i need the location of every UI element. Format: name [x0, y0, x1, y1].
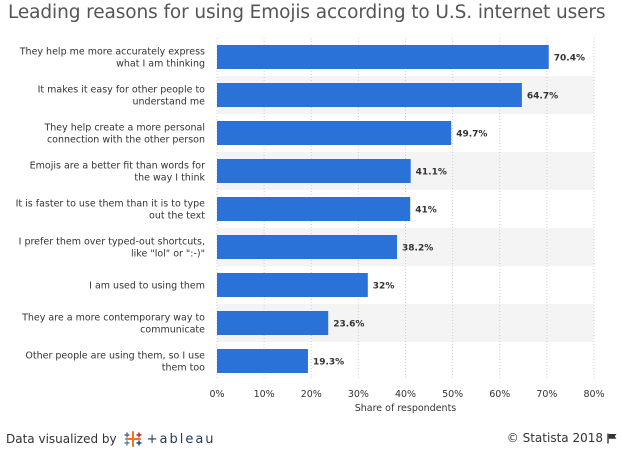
flag-icon — [607, 433, 617, 443]
category-label: I prefer them over typed-out shortcuts, l… — [19, 237, 205, 260]
category-label: It is faster to use them than it is to t… — [16, 199, 206, 222]
bar-value-label: 19.3% — [313, 358, 344, 368]
x-tick-label: 10% — [254, 389, 275, 400]
bar[interactable] — [217, 311, 329, 335]
x-tick-label: 70% — [536, 389, 557, 400]
bar[interactable] — [217, 83, 522, 107]
bar-value-label: 38.2% — [402, 244, 433, 254]
bar[interactable] — [217, 45, 549, 69]
x-axis-title: Share of respondents — [355, 403, 457, 414]
bar-value-label: 32% — [373, 282, 395, 292]
bar-value-label: 41.1% — [416, 168, 447, 178]
tableau-logo-icon — [123, 431, 142, 447]
footer-credit: Data visualized by +ableau — [6, 430, 216, 448]
bar[interactable] — [217, 121, 452, 145]
x-tick-label: 0% — [209, 389, 224, 400]
x-tick-label: 20% — [301, 389, 322, 400]
bar[interactable] — [217, 235, 398, 259]
category-label: They help create a more personal connecti… — [43, 123, 205, 146]
category-label: They are a more contemporary way to commu… — [21, 313, 205, 336]
bar[interactable] — [217, 349, 308, 373]
bar[interactable] — [217, 197, 411, 221]
category-label: They help me more accurately express what… — [19, 47, 205, 70]
footer-credit-text: Data visualized by — [6, 432, 117, 446]
x-tick-label: 30% — [348, 389, 369, 400]
bar[interactable] — [217, 159, 411, 183]
category-label: Emojis are a better fit than words for th… — [30, 161, 206, 184]
bar-value-label: 41% — [415, 206, 437, 216]
copyright-text: © Statista 2018 — [506, 431, 603, 445]
category-label: Other people are using them, so I use the… — [25, 351, 205, 374]
bar[interactable] — [217, 273, 368, 297]
x-tick-label: 50% — [442, 389, 463, 400]
x-tick-label: 60% — [489, 389, 510, 400]
tableau-wordmark: +ableau — [146, 431, 216, 447]
footer-copyright[interactable]: © Statista 2018 — [507, 431, 617, 445]
x-tick-label: 80% — [583, 389, 604, 400]
bar-value-label: 70.4% — [554, 54, 585, 64]
chart-title: Leading reasons for using Emojis accordi… — [8, 2, 606, 23]
category-label: It makes it easy for other people to unde… — [38, 85, 206, 108]
category-label: I am used to using them — [89, 281, 205, 292]
bar-value-label: 23.6% — [333, 320, 364, 330]
tableau-logo[interactable]: +ableau — [122, 430, 216, 448]
bar-value-label: 49.7% — [456, 130, 487, 140]
x-tick-label: 40% — [395, 389, 416, 400]
bar-value-label: 64.7% — [527, 92, 558, 102]
bar-chart: 70.4% They help me more accurately expres… — [16, 38, 605, 414]
